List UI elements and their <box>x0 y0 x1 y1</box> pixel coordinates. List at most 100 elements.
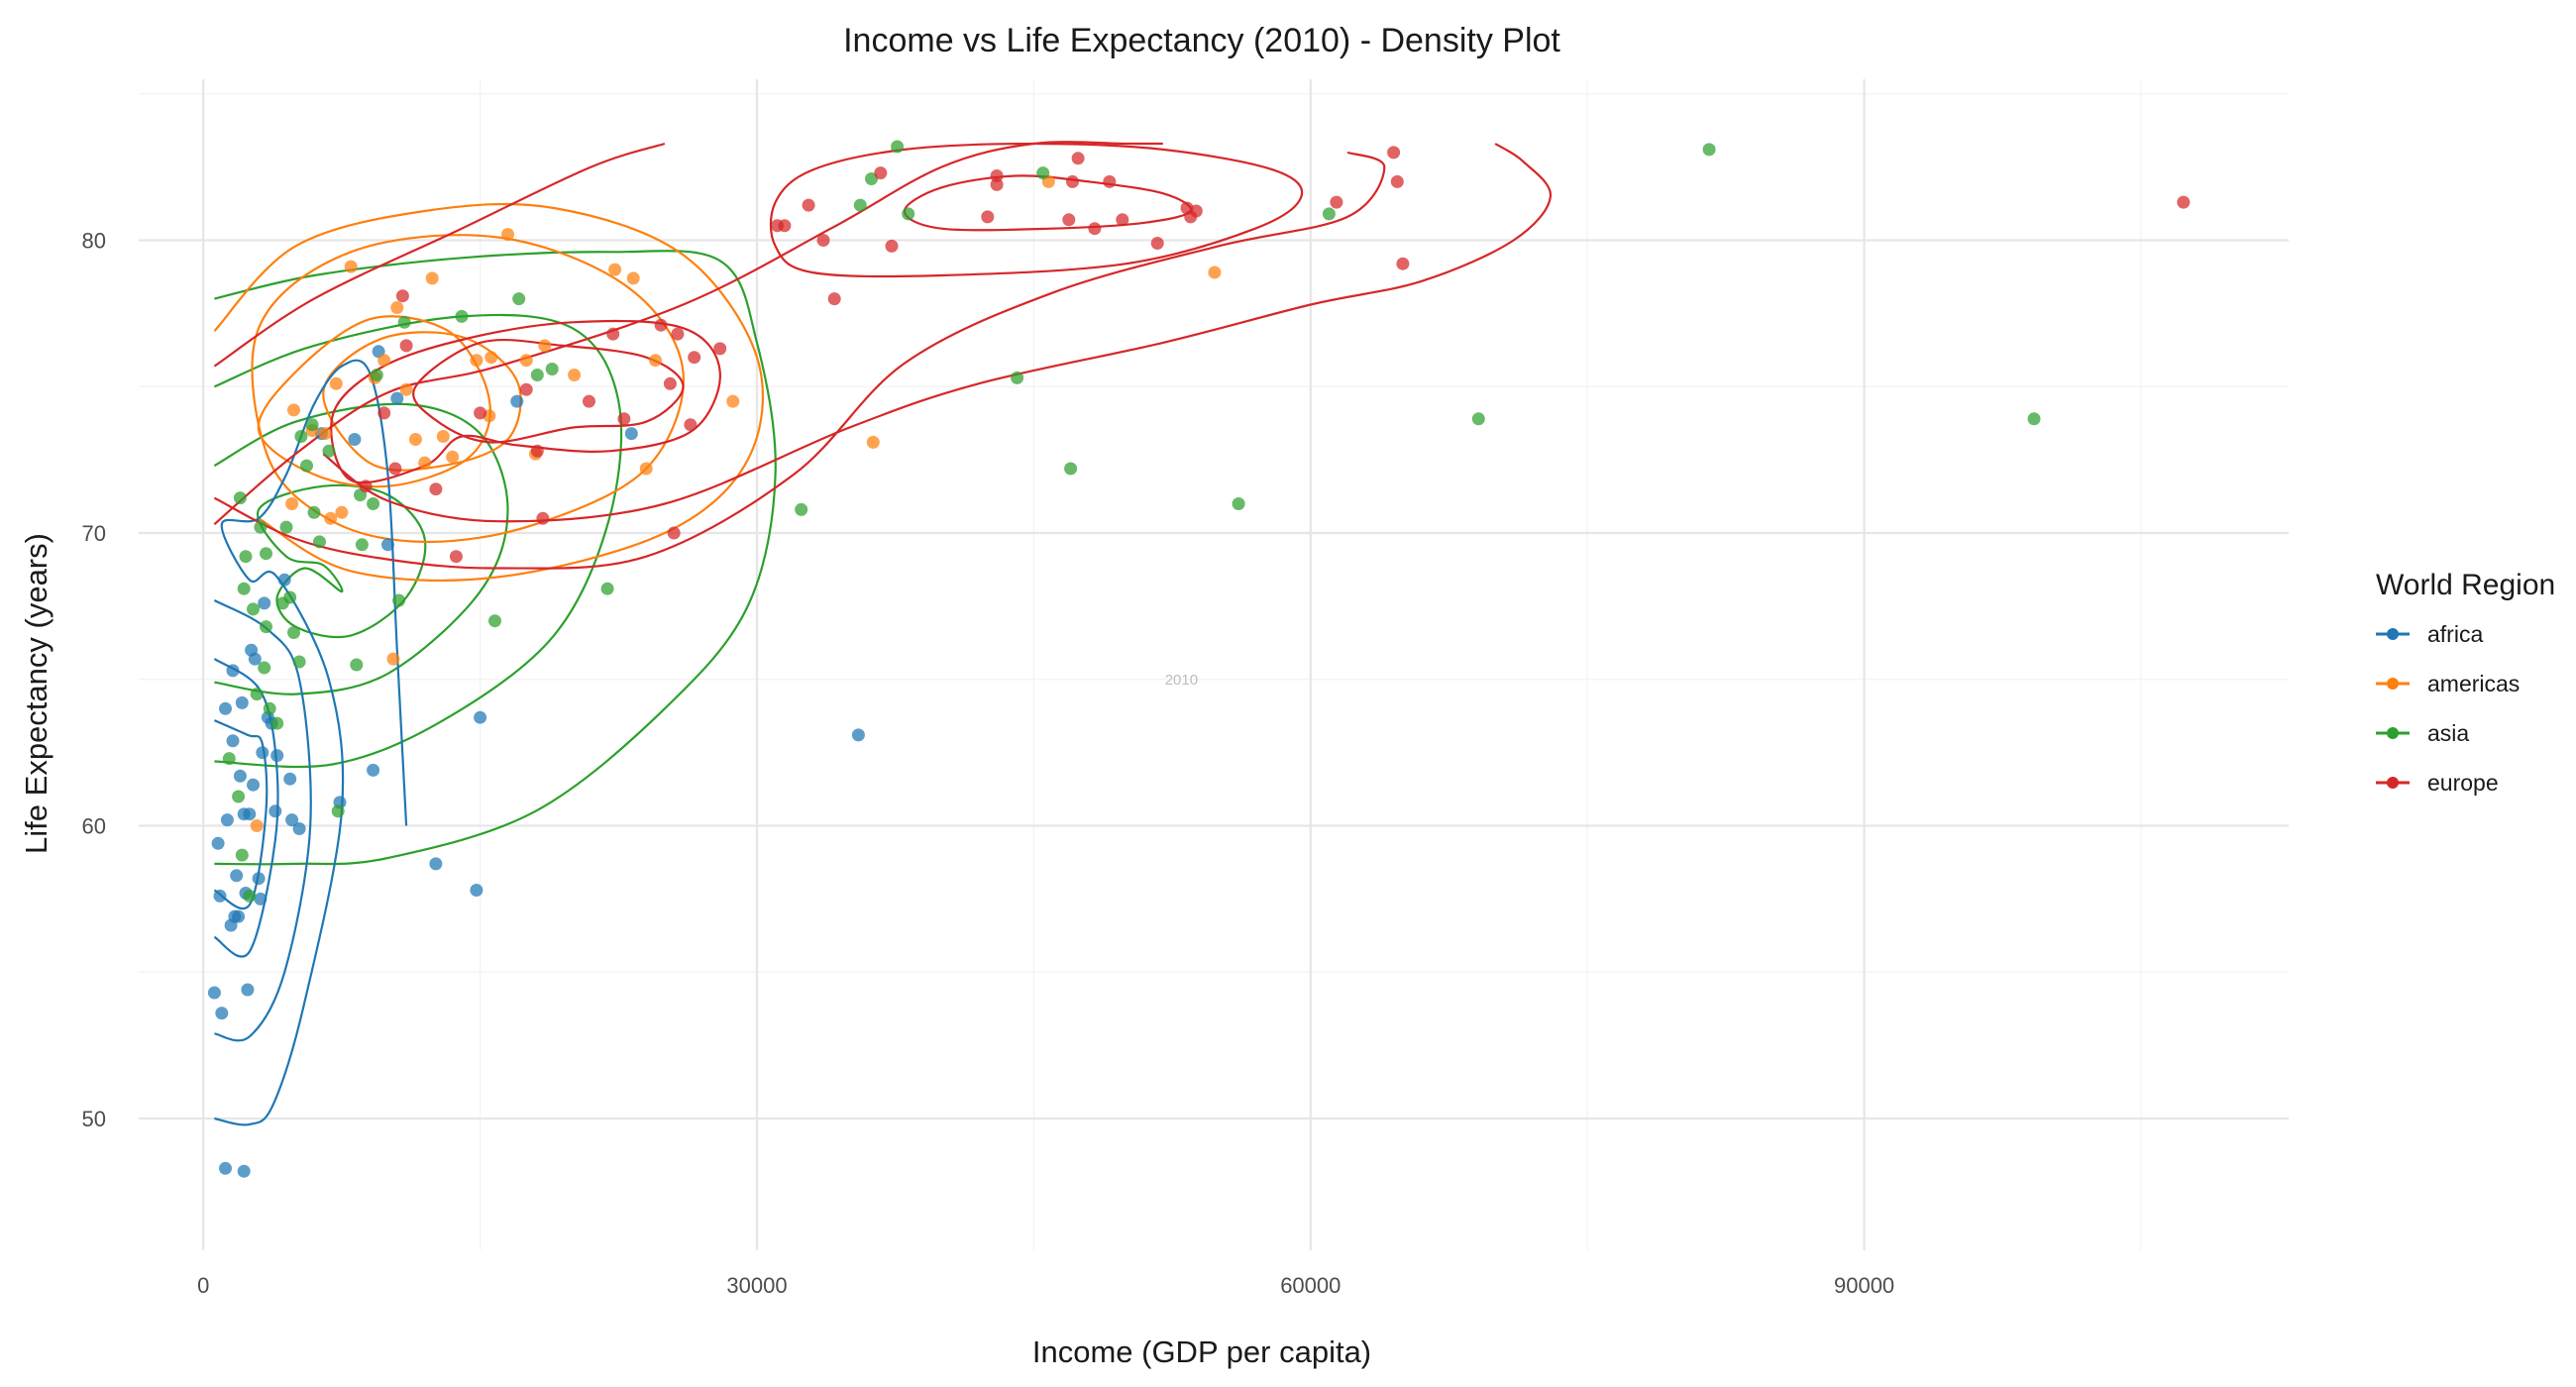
africa-point <box>211 836 225 850</box>
europe-density-contour <box>330 319 721 484</box>
europe-density-contour <box>213 142 666 368</box>
legend-key-dot <box>2387 727 2399 739</box>
americas-point <box>377 354 391 368</box>
europe-point <box>684 418 698 432</box>
africa-point <box>230 869 244 883</box>
asia-point <box>294 430 308 443</box>
asia-point <box>247 602 260 616</box>
legend-key-dot <box>2387 628 2399 640</box>
asia-point <box>355 538 369 552</box>
x-axis-label: Income (GDP per capita) <box>1032 1334 1371 1369</box>
africa-point <box>220 813 234 827</box>
europe-point <box>583 394 595 408</box>
asia-point <box>1064 462 1078 476</box>
asia-point <box>455 309 469 323</box>
americas-point <box>335 505 349 519</box>
europe-point <box>530 444 544 458</box>
americas-point <box>501 228 514 242</box>
year-watermark: 2010 <box>1165 672 1198 689</box>
asia-point <box>305 418 319 432</box>
africa-density-contour <box>213 719 268 910</box>
americas-point <box>1208 266 1222 279</box>
asia-point <box>313 535 326 549</box>
x-axis-ticks: 0 30000 60000 90000 <box>197 1273 1894 1298</box>
africa-point <box>243 807 257 821</box>
europe-density-contour <box>412 338 685 444</box>
europe-point <box>1066 174 1079 188</box>
asia-density-contour <box>213 313 623 769</box>
africa-point <box>247 778 260 792</box>
africa-point <box>219 701 232 715</box>
africa-point <box>232 909 246 923</box>
asia-point <box>258 661 271 675</box>
x-tick-label: 60000 <box>1280 1273 1341 1298</box>
asia-point <box>600 582 614 595</box>
asia-point <box>891 140 905 154</box>
americas-point <box>626 271 640 285</box>
asia-point <box>865 172 878 185</box>
europe-point <box>1150 237 1164 250</box>
europe-point <box>617 412 631 426</box>
asia-point <box>795 502 808 516</box>
europe-point <box>1088 222 1102 236</box>
americas-point <box>866 435 880 449</box>
scatter-points <box>207 140 2191 1178</box>
africa-point <box>292 822 306 835</box>
americas-point <box>318 427 332 441</box>
africa-point <box>219 1161 232 1175</box>
europe-point <box>449 550 463 564</box>
americas-point <box>470 354 483 368</box>
europe-point <box>663 376 677 390</box>
europe-point <box>1189 204 1203 218</box>
asia-point <box>488 614 501 628</box>
africa-density-contour <box>214 359 408 1126</box>
asia-point <box>853 198 867 212</box>
asia-point <box>307 505 321 519</box>
asia-point <box>300 459 313 473</box>
africa-point <box>367 763 380 777</box>
y-axis-ticks: 50 60 70 80 <box>82 229 106 1132</box>
americas-density-contour <box>257 315 491 488</box>
asia-point <box>233 491 247 505</box>
europe-point <box>2177 195 2191 209</box>
x-tick-label: 30000 <box>726 1273 787 1298</box>
europe-density-contour <box>213 141 1163 526</box>
asia-point <box>545 363 559 375</box>
americas-point <box>386 652 400 666</box>
europe-point <box>536 511 550 525</box>
asia-point <box>235 848 249 862</box>
africa-point <box>277 573 291 587</box>
africa-point <box>226 664 240 678</box>
americas-point <box>425 271 439 285</box>
density-contours <box>213 141 1553 1126</box>
asia-point <box>1471 412 1485 426</box>
asia-point <box>232 790 246 803</box>
europe-point <box>990 169 1004 182</box>
africa-point <box>381 538 394 552</box>
africa-point <box>270 749 284 763</box>
asia-point <box>370 369 383 381</box>
asia-point <box>902 207 915 221</box>
africa-point <box>474 710 487 724</box>
asia-point <box>350 658 364 672</box>
americas-point <box>390 301 404 314</box>
legend-title: World Region <box>2376 569 2555 601</box>
africa-point <box>285 813 299 827</box>
europe-point <box>874 166 888 180</box>
legend: World Region africa americas asia europe <box>2376 569 2555 796</box>
asia-point <box>279 520 293 534</box>
africa-point <box>215 1007 229 1020</box>
europe-point <box>816 234 830 247</box>
europe-point <box>654 318 668 332</box>
asia-point <box>397 315 411 329</box>
africa-point <box>226 734 240 748</box>
americas-point <box>408 433 422 446</box>
europe-density-contour <box>213 151 1386 570</box>
africa-point <box>237 1164 251 1178</box>
americas-point <box>418 456 432 470</box>
europe-density-contour <box>769 142 1304 278</box>
europe-point <box>802 198 815 212</box>
legend-key-dot <box>2387 777 2399 789</box>
europe-point <box>990 177 1004 191</box>
americas-density-contour <box>251 234 685 544</box>
